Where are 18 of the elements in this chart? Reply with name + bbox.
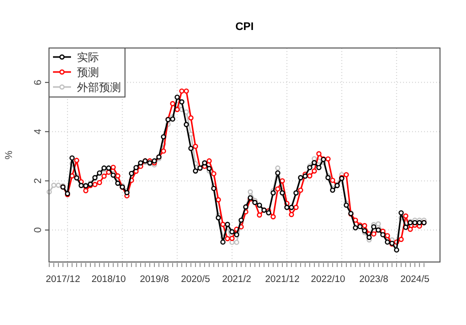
y-tick-label: 2 bbox=[33, 178, 44, 184]
x-tick-label: 2017/12 bbox=[46, 274, 80, 285]
y-tick-label: 6 bbox=[33, 79, 44, 86]
y-tick-label: 4 bbox=[33, 128, 44, 134]
x-tick-label: 2019/8 bbox=[140, 274, 169, 285]
x-tick-label: 2021/2 bbox=[222, 274, 252, 285]
x-tick-label: 2021/12 bbox=[265, 274, 300, 285]
x-tick-label: 2024/5 bbox=[400, 274, 430, 285]
y-axis-title: % bbox=[4, 150, 15, 160]
chart-title: CPI bbox=[235, 21, 254, 33]
x-tick-label: 2020/5 bbox=[180, 274, 210, 285]
x-tick-label: 2023/8 bbox=[359, 274, 388, 285]
x-tick-label: 2022/10 bbox=[310, 274, 346, 285]
y-tick-label: 0 bbox=[33, 226, 44, 233]
legend-label: 实际 bbox=[77, 51, 99, 64]
legend-label: 预测 bbox=[77, 67, 99, 79]
x-tick-label: 2018/10 bbox=[91, 274, 126, 285]
legend-label: 外部预测 bbox=[77, 81, 121, 94]
